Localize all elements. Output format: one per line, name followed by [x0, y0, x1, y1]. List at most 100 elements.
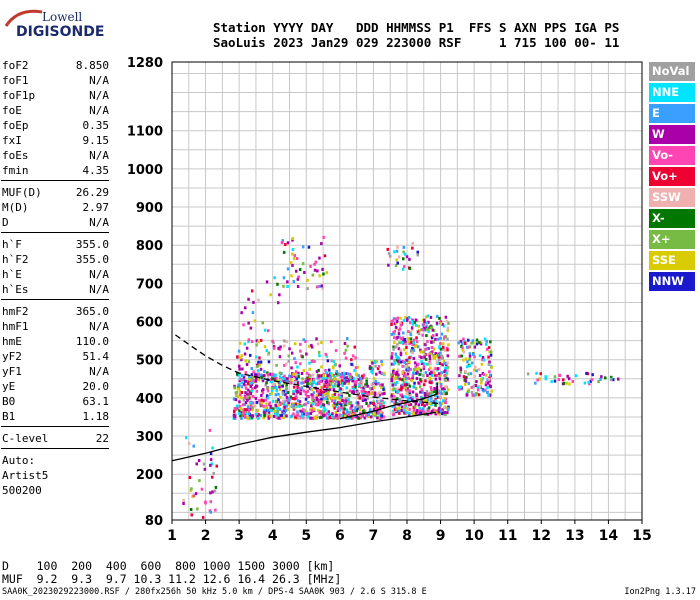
echo-point [363, 398, 367, 402]
echo-point [324, 397, 327, 401]
echo-point [425, 362, 429, 366]
echo-point [209, 458, 213, 462]
echo-point [420, 360, 423, 364]
echo-point [269, 414, 272, 418]
echo-point [292, 372, 295, 376]
echo-point [412, 408, 416, 412]
echo-point [294, 402, 297, 406]
echo-point [412, 341, 415, 345]
echo-point [348, 402, 351, 406]
echo-point [372, 402, 375, 405]
echo-point [439, 403, 442, 407]
echo-point [432, 340, 435, 344]
echo-point [443, 348, 447, 352]
echo-point [459, 370, 462, 374]
echo-point [305, 352, 308, 356]
echo-point [426, 412, 430, 416]
echo-point [439, 384, 443, 388]
echo-point [458, 374, 461, 378]
echo-point [355, 401, 358, 405]
echo-point [339, 415, 342, 419]
echo-point [332, 416, 335, 420]
echo-point [257, 340, 260, 344]
echo-point [242, 408, 245, 412]
echo-point [415, 336, 418, 340]
param-divider [1, 448, 109, 449]
echo-point [407, 401, 411, 405]
echo-point [486, 378, 489, 382]
param-row: B1 1.18 [1, 409, 109, 424]
echo-point [426, 409, 430, 413]
echo-point [316, 342, 320, 346]
echo-point [333, 363, 337, 367]
echo-point [321, 393, 324, 397]
echo-point [597, 380, 600, 383]
echo-point [334, 415, 337, 419]
echo-point [287, 377, 291, 381]
echo-point [351, 379, 354, 383]
echo-point [418, 406, 421, 410]
echo-point [414, 345, 417, 349]
echo-point [411, 390, 415, 394]
echo-point [333, 396, 337, 400]
echo-point [325, 377, 328, 381]
echo-point [435, 360, 439, 364]
echo-point [308, 367, 311, 371]
echo-point [301, 414, 304, 418]
echo-point [429, 362, 432, 365]
param-label: yF2 [2, 350, 22, 363]
echo-point [346, 410, 349, 414]
echo-point [469, 372, 473, 376]
echo-point [333, 406, 336, 410]
echo-point [434, 393, 438, 397]
echo-point [423, 393, 427, 397]
echo-point [443, 361, 447, 365]
echo-point [399, 360, 403, 364]
echo-point [426, 398, 430, 402]
echo-point [405, 358, 408, 362]
echo-point [294, 342, 297, 346]
echo-point [240, 311, 243, 315]
echo-point [244, 412, 248, 415]
echo-point [368, 367, 372, 370]
echo-point [429, 326, 432, 330]
echo-point [244, 391, 247, 395]
echo-point [438, 377, 442, 381]
echo-point [341, 383, 344, 387]
echo-point [209, 500, 213, 504]
x-tick-label: 6 [335, 528, 345, 544]
echo-point [347, 398, 350, 402]
echo-point [278, 375, 282, 379]
echo-point [233, 384, 236, 388]
param-value: 8.850 [75, 59, 109, 72]
echo-point [257, 298, 260, 302]
echo-point [434, 352, 437, 355]
echo-point [338, 389, 341, 393]
param-label: B1 [2, 410, 16, 423]
echo-point [233, 410, 236, 414]
y-tick-label: 1280 [127, 56, 163, 71]
echo-point [305, 371, 309, 375]
echo-point [289, 261, 293, 265]
echo-point [244, 401, 248, 404]
echo-point [398, 255, 401, 259]
echo-point [415, 409, 419, 412]
echo-point [238, 389, 242, 393]
echo-point [421, 333, 424, 337]
auto-info-line: Artist5 [2, 469, 49, 482]
echo-point [411, 376, 414, 380]
echo-point [401, 267, 405, 271]
echo-point [443, 335, 446, 339]
echo-point [447, 388, 450, 392]
echo-point [391, 393, 395, 397]
echo-point [302, 338, 306, 342]
echo-point [428, 394, 431, 398]
echo-point [401, 405, 404, 409]
echo-point [476, 388, 480, 392]
echo-point [345, 372, 348, 376]
echo-point [373, 361, 377, 364]
echo-point [278, 371, 282, 375]
echo-point [320, 397, 323, 401]
echo-point [243, 415, 247, 419]
echo-point [249, 401, 253, 405]
